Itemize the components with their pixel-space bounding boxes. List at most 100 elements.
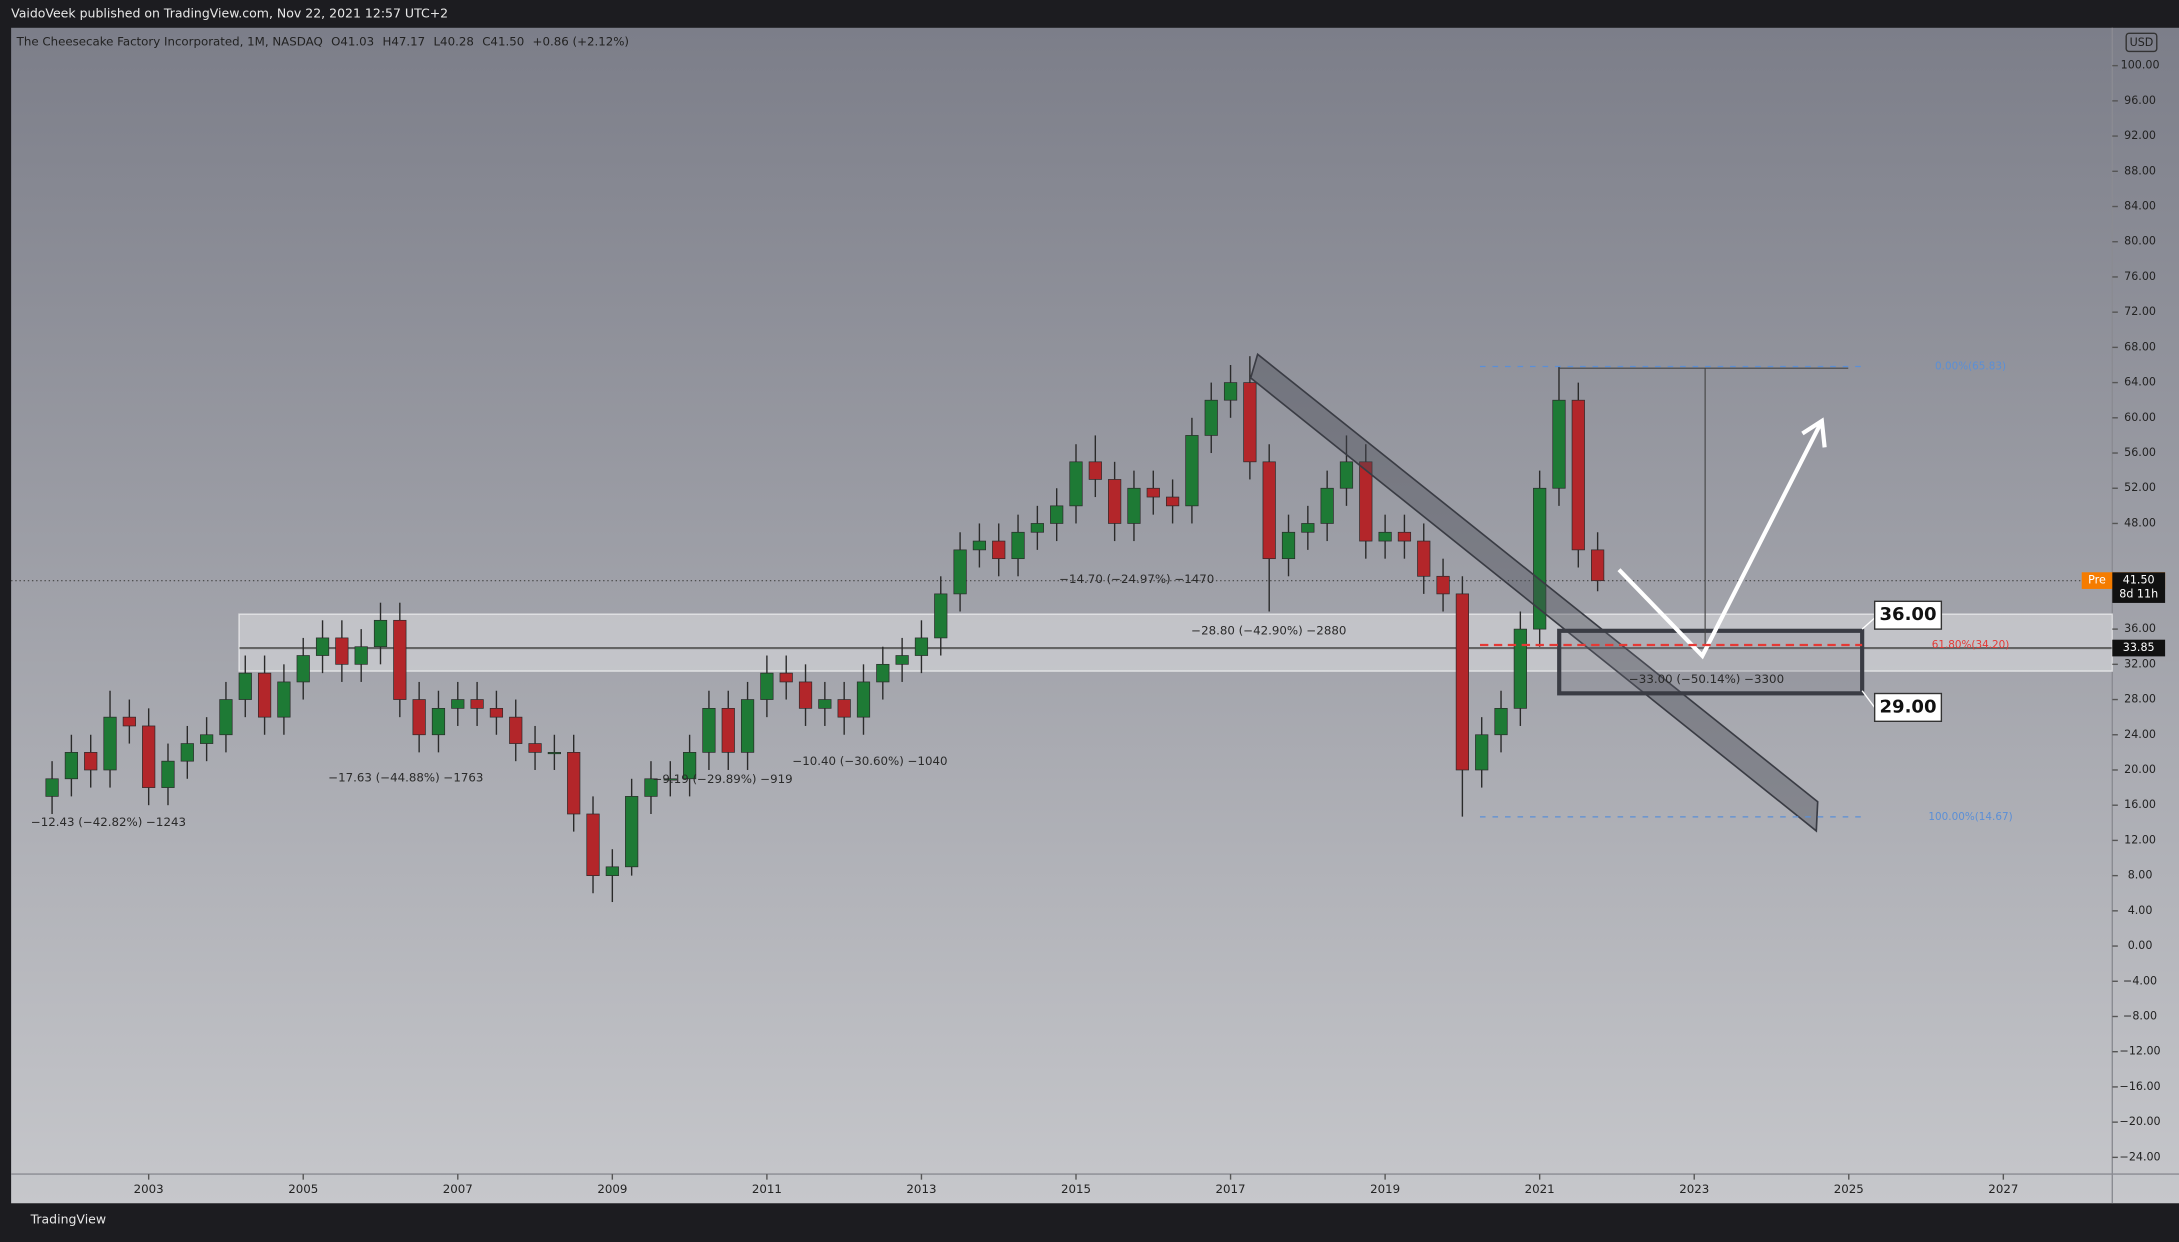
candle-body [972,540,987,551]
y-tick-label: −4.00 [2123,974,2157,987]
zone-label-box [1873,692,1943,723]
candle-body [1108,479,1122,524]
candle-body [1513,628,1527,709]
candle-body [1069,461,1083,507]
candle-body [1088,461,1102,480]
candle-body [876,663,890,683]
candle-body [547,752,561,755]
candle-body [412,699,426,736]
y-tick-label: 16.00 [2124,798,2156,811]
y-tick-label: 12.00 [2124,833,2156,846]
candle-body [373,619,388,648]
candle-body [64,752,78,780]
y-tick-label: 48.00 [2124,516,2156,529]
y-tick-label: 60.00 [2124,411,2156,424]
candle-body [1165,496,1180,507]
candle-body [528,743,542,753]
candle-body [914,637,929,656]
level-tag-box [2112,639,2166,657]
candle-body [934,593,948,639]
candle-body [1475,734,1489,771]
currency-box[interactable] [2125,32,2158,53]
candle-body [837,699,851,718]
y-tick-label: 56.00 [2124,446,2156,459]
candle-body [1204,399,1218,436]
currency[interactable]: USD [2130,36,2154,49]
candle-body [1552,399,1566,489]
candle-body [605,866,619,876]
x-tick-label: 2013 [906,1182,936,1196]
fib-label: 0.00%(65.83) [1935,360,2006,372]
y-tick-label: −8.00 [2123,1009,2157,1022]
candle-body [509,716,523,744]
candle-body [354,646,368,665]
last-tag-box [2112,572,2166,603]
candle-body [1262,461,1276,560]
y-tick-label: 92.00 [2124,129,2156,142]
candle-body [315,637,330,656]
y-tick-label: 72.00 [2124,305,2156,318]
candle-body [296,655,310,683]
candle-body [818,699,832,709]
measure-label: −12.43 (−42.82%) −1243 [31,815,186,829]
candle-body [740,699,755,753]
y-tick-label: 64.00 [2124,376,2156,389]
candle-body [567,752,581,815]
y-tick-label: 88.00 [2124,164,2156,177]
candle-body [702,708,716,753]
publisher: VaidoVeek published on TradingView.com, … [11,5,448,20]
measure-label: −10.40 (−30.60%) −1040 [792,754,947,768]
candle-body [586,813,600,876]
candle-body [1436,575,1450,595]
candle-body [1050,505,1064,524]
candle-body [1030,523,1044,533]
legend-close: C41.50 [482,34,524,48]
candle-body [798,681,813,709]
y-tick-label: 52.00 [2124,481,2156,494]
x-tick-label: 2017 [1216,1182,1246,1196]
candle-body [1378,531,1392,542]
candle-body [1320,487,1334,524]
candle-body [1417,540,1431,577]
pre-tag: Pre [2088,574,2106,587]
y-tick-label: 8.00 [2128,869,2153,882]
arrow-head [1801,417,1827,448]
x-tick-label: 2025 [1834,1182,1864,1196]
measure-label: −17.63 (−44.88%) −1763 [328,771,483,785]
candle-body [953,549,967,595]
x-tick-label: 2021 [1525,1182,1555,1196]
x-tick-label: 2023 [1679,1182,1709,1196]
y-tick-label: 32.00 [2124,657,2156,670]
candle-body [45,778,59,797]
candle-body [1397,531,1412,542]
candle-body [277,681,291,718]
candle-body [856,681,871,718]
footer-brand: TradingView [30,1211,107,1226]
y-tick-label: 0.00 [2128,939,2153,952]
candle-body [200,734,214,744]
candle-body [644,778,658,797]
fib-label: 100.00%(14.67) [1928,811,2012,823]
candle-body [1591,549,1605,582]
candle-body [1494,708,1508,736]
candle-body [760,672,774,700]
x-tick-label: 2019 [1370,1182,1400,1196]
y-tick-label: 76.00 [2124,270,2156,283]
candle-body [393,619,407,700]
y-tick-label: −16.00 [2120,1080,2161,1093]
measure-label: −9.19 (−29.89%) −919 [653,772,793,786]
candle-body [103,716,117,771]
candle-body [1243,382,1257,463]
projection-arrow [1617,422,1823,660]
candle-body [219,699,233,736]
candle-body [1571,399,1585,551]
candle-body [84,752,98,771]
fib-label: 61.80%(34.20) [1932,639,2010,651]
y-tick-label: 36.00 [2124,622,2156,635]
zone-label: 36.00 [1879,604,1936,625]
candle-body [625,796,639,868]
candle-body [431,708,446,736]
candle-body [489,708,504,718]
x-tick-label: 2005 [288,1182,318,1196]
